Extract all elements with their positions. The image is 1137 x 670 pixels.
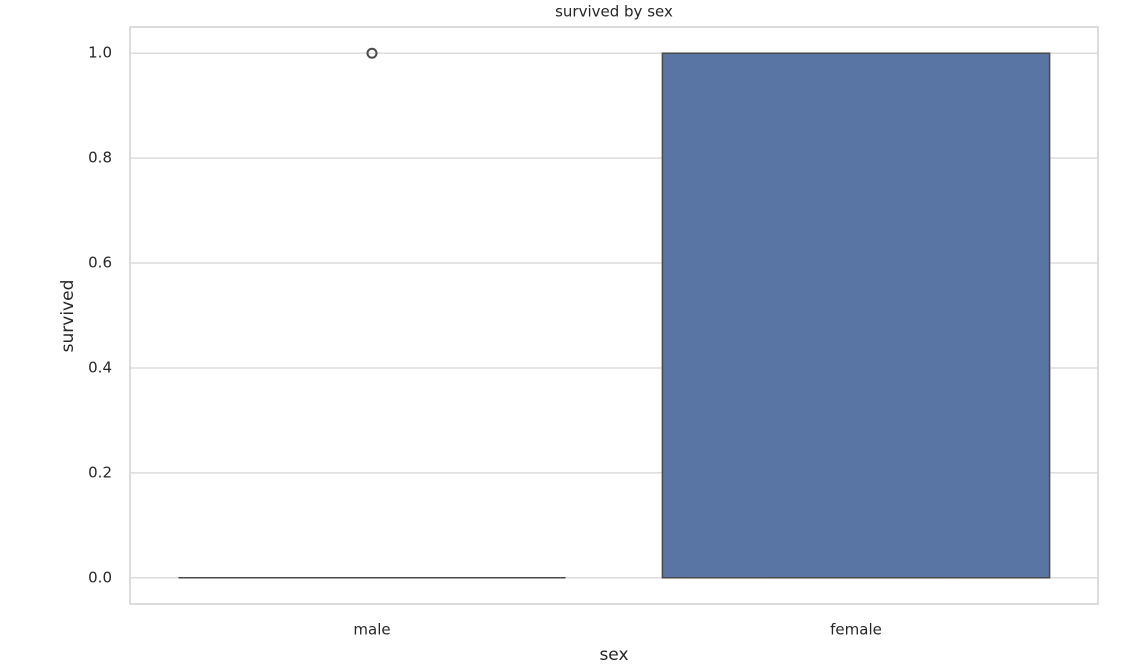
box: [661, 52, 1051, 579]
y-tick-label: 0.0: [88, 568, 112, 586]
plot-frame: [129, 26, 1099, 605]
y-tick-label: 1.0: [88, 44, 112, 62]
x-tick-label: male: [353, 621, 390, 639]
y-tick-label: 0.2: [88, 463, 112, 481]
y-tick-label: 0.4: [88, 358, 112, 376]
outlier: [366, 47, 378, 59]
x-axis-label: sex: [599, 645, 628, 665]
y-tick-label: 0.6: [88, 254, 112, 272]
y-tick-label: 0.8: [88, 149, 112, 167]
chart-title: survived by sex: [555, 3, 673, 21]
y-axis-label: survived: [58, 280, 78, 353]
x-tick-label: female: [830, 621, 882, 639]
